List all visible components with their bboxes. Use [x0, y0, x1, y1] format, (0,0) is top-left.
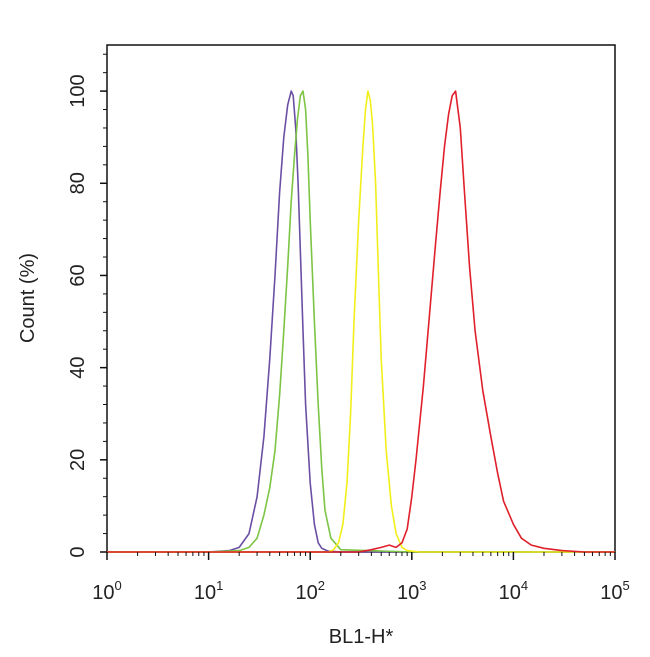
x-tick-base: 10 [600, 582, 622, 604]
x-tick-label: 102 [295, 578, 324, 604]
y-tick-label: 20 [67, 449, 89, 471]
x-tick-base: 10 [397, 582, 419, 604]
x-axis-ticks: 100 101 102 103 104 105 [92, 552, 630, 604]
x-tick-base: 10 [499, 582, 521, 604]
y-tick-label: 40 [67, 357, 89, 379]
x-tick-label: 103 [397, 578, 426, 604]
x-tick-exponent: 3 [419, 578, 426, 593]
y-tick-label: 100 [67, 74, 89, 107]
x-tick-base: 10 [92, 582, 114, 604]
x-tick-exponent: 0 [115, 578, 122, 593]
x-tick-label: 105 [600, 578, 629, 604]
x-tick-exponent: 5 [623, 578, 630, 593]
y-tick-label: 0 [67, 546, 89, 557]
x-tick-label: 104 [499, 578, 528, 604]
y-axis-ticks: 0 20 40 60 80 100 [67, 53, 107, 558]
x-tick-exponent: 2 [318, 578, 325, 593]
y-tick-label: 80 [67, 172, 89, 194]
x-tick-label: 101 [194, 578, 223, 604]
x-tick-exponent: 1 [216, 578, 223, 593]
y-tick-label: 60 [67, 264, 89, 286]
x-tick-label: 100 [92, 578, 121, 604]
series-line-1 [107, 90, 615, 553]
series-line-4 [107, 90, 615, 553]
x-tick-exponent: 4 [521, 578, 528, 593]
x-tick-base: 10 [194, 582, 216, 604]
x-tick-base: 10 [295, 582, 317, 604]
series-line-3 [107, 90, 615, 553]
x-axis-title: BL1-H* [329, 626, 394, 648]
plot-frame [106, 44, 616, 553]
y-axis-title: Count (%) [17, 253, 39, 343]
series-layer [107, 90, 615, 553]
series-line-2 [107, 90, 615, 553]
